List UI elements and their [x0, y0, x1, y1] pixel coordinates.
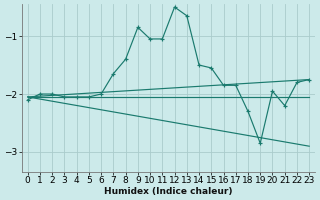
- X-axis label: Humidex (Indice chaleur): Humidex (Indice chaleur): [104, 187, 233, 196]
